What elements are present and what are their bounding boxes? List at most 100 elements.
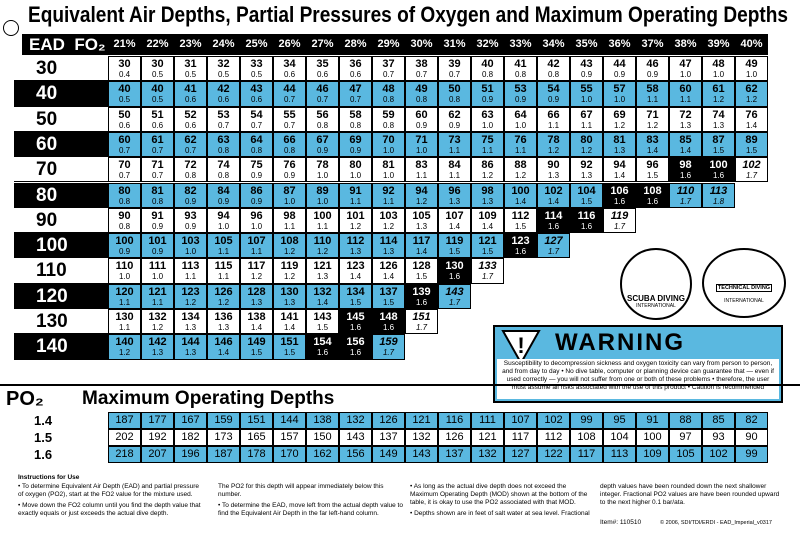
po2: 0.7 [184, 145, 197, 155]
mod-depth: 137 [372, 429, 405, 446]
fo2-percent: 25% [240, 34, 273, 55]
po2: 1.0 [712, 70, 725, 79]
mod-depth: 117 [504, 429, 537, 446]
po2: 1.0 [151, 272, 164, 282]
depth: 62 [745, 83, 758, 96]
depth: 91 [151, 209, 164, 222]
po2: 1.1 [514, 145, 527, 155]
depth: 159 [379, 336, 398, 349]
depth: 62 [184, 133, 197, 146]
po2: 1.6 [382, 323, 395, 332]
depth-cell: 106 1.6 [603, 182, 636, 208]
po2: 0.6 [118, 120, 131, 130]
instruction-column: depth values have been rounded down the … [600, 483, 785, 510]
depth-cell: 123 1.4 [339, 258, 372, 284]
po2: 1.2 [580, 145, 593, 155]
depth-cell: 114 1.6 [537, 207, 570, 234]
ead-label: 80 [14, 182, 108, 208]
po2: 0.9 [316, 145, 329, 155]
po2: 0.7 [118, 145, 131, 155]
depth-cell: 112 1.5 [504, 207, 537, 234]
depth-cell: 70 0.7 [108, 157, 141, 183]
instruction: • As long as the actual dive depth does … [410, 483, 588, 506]
depth: 121 [478, 235, 497, 248]
po2: 0.8 [547, 70, 560, 79]
mod-po2: 1.6 [34, 447, 53, 462]
ead-header: EAD [22, 34, 72, 55]
po2: 1.2 [745, 95, 758, 105]
po2: 1.6 [316, 348, 329, 358]
instruction: • Depths shown are in feet of salt water… [410, 510, 590, 517]
depth-cell: 41 0.6 [174, 81, 207, 107]
depth: 40 [118, 83, 131, 96]
po2: 0.6 [217, 95, 230, 105]
depth: 58 [646, 83, 659, 96]
depth-cell: 86 1.2 [471, 157, 504, 183]
depth-cell: 143 1.5 [306, 309, 339, 335]
po2: 0.8 [118, 221, 131, 231]
sdi-logo: SCUBA DIVING INTERNATIONAL [620, 248, 692, 320]
po2: 1.3 [151, 348, 164, 358]
depth: 72 [184, 159, 197, 172]
po2: 0.8 [316, 120, 329, 130]
fo2-percent: 22% [141, 34, 174, 55]
depth: 60 [415, 108, 428, 121]
depth-cell: 49 0.8 [405, 81, 438, 107]
po2: 0.6 [349, 70, 362, 79]
mod-depth: 196 [174, 446, 207, 463]
depth-cell: 100 0.9 [108, 233, 141, 259]
po2: 0.9 [217, 196, 230, 206]
mod-depth: 126 [372, 412, 405, 429]
depth-cell: 64 0.8 [240, 131, 273, 158]
depth: 36 [349, 58, 362, 70]
po2: 1.0 [349, 171, 362, 181]
po2: 1.6 [580, 221, 593, 231]
depth-cell: 132 1.4 [306, 283, 339, 309]
depth: 60 [118, 133, 131, 146]
depth-cell: 103 1.2 [372, 207, 405, 234]
po2: 1.5 [415, 272, 428, 282]
depth-cell: 83 1.1 [405, 157, 438, 183]
depth-cell: 110 1.7 [669, 182, 702, 208]
instruction: depth values have been rounded down the … [600, 483, 780, 506]
depth-cell: 55 0.7 [273, 106, 306, 132]
depth: 66 [283, 133, 296, 146]
depth: 114 [544, 209, 563, 222]
depth: 128 [247, 285, 266, 298]
depth: 82 [184, 184, 197, 197]
depth: 60 [679, 83, 692, 96]
po2: 0.5 [151, 70, 164, 79]
mod-depth: 121 [405, 412, 438, 429]
po2: 1.0 [118, 272, 131, 282]
po2: 1.1 [217, 272, 230, 282]
po2: 1.1 [118, 323, 131, 332]
mod-depth: 113 [603, 446, 636, 463]
po2: 1.0 [745, 70, 758, 79]
warning-title: WARNING [555, 329, 685, 356]
depth-cell: 108 1.6 [636, 182, 669, 208]
depth-cell: 148 1.6 [372, 309, 405, 335]
po2: 1.6 [613, 196, 626, 206]
mod-depth: 138 [306, 412, 339, 429]
po2: 0.7 [217, 120, 230, 130]
mod-depth: 177 [141, 412, 174, 429]
po2: 1.2 [184, 297, 197, 307]
po2: 1.1 [448, 171, 461, 181]
divider [0, 384, 800, 386]
depth-cell: 71 0.7 [141, 157, 174, 183]
depth: 85 [679, 133, 692, 146]
mod-depth: 218 [108, 446, 141, 463]
po2: 1.1 [646, 95, 659, 105]
po2: 1.4 [481, 221, 494, 231]
depth: 130 [280, 285, 299, 298]
depth: 101 [148, 235, 167, 248]
ead-label: 30 [14, 56, 108, 82]
depth-cell: 81 1.3 [603, 131, 636, 158]
depth: 151 [280, 336, 299, 349]
depth: 98 [481, 184, 494, 197]
depth: 71 [415, 133, 428, 146]
po2: 0.6 [316, 70, 329, 79]
po2: 1.1 [283, 221, 296, 231]
depth: 67 [316, 133, 329, 146]
depth: 42 [547, 58, 560, 70]
